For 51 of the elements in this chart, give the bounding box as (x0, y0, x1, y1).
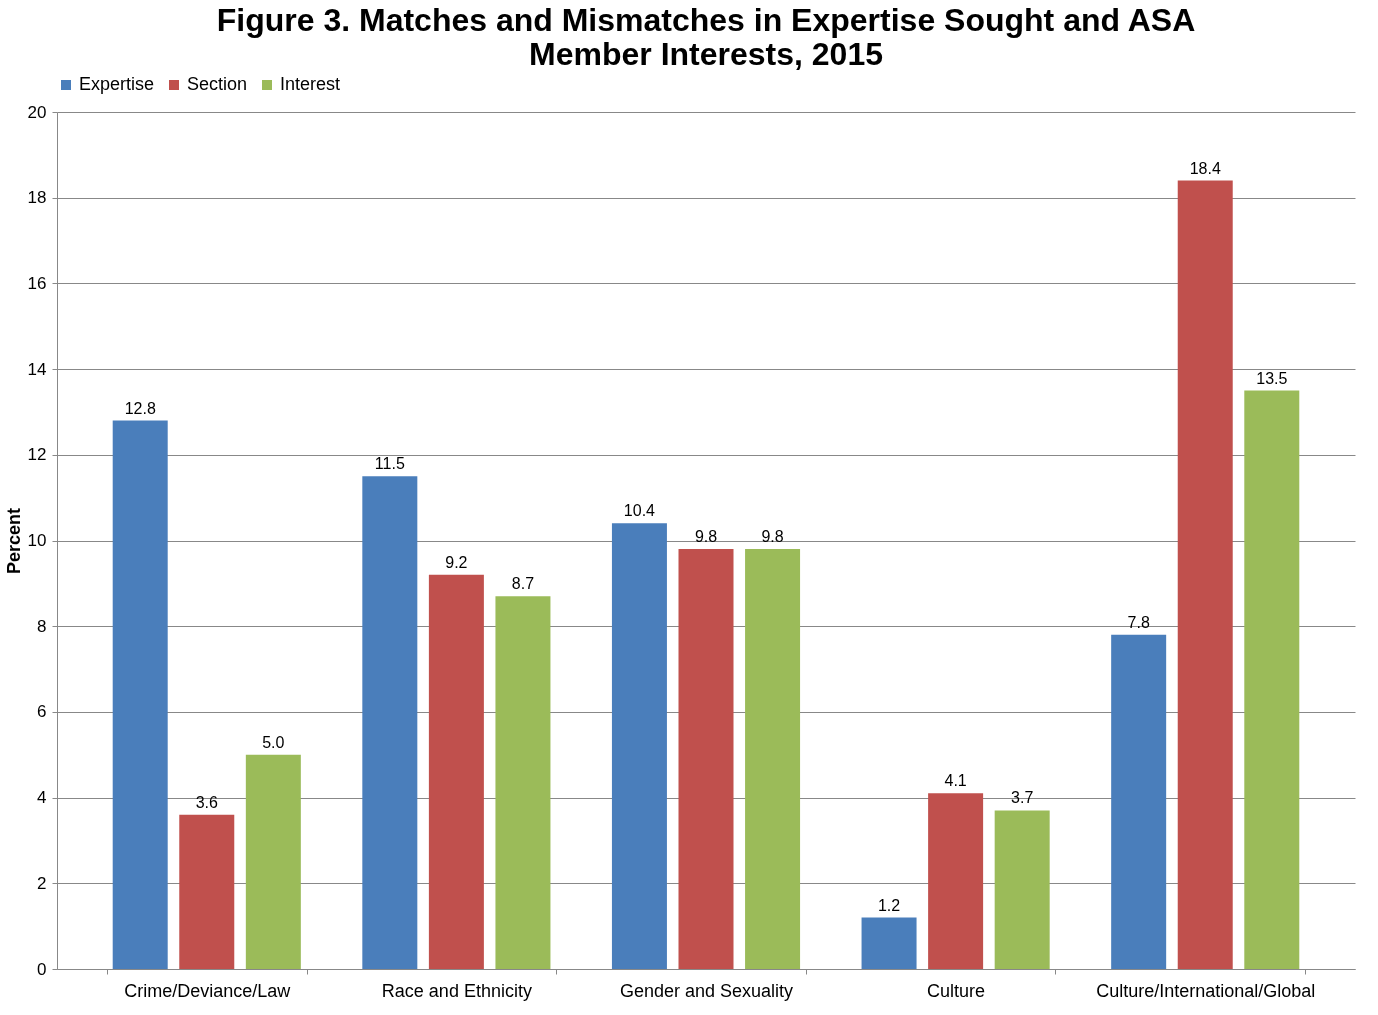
data-label: 9.8 (694, 528, 718, 546)
bar (611, 523, 667, 969)
data-label: 10.4 (623, 502, 656, 520)
data-label: 18.4 (1189, 159, 1221, 177)
data-label: 5.0 (262, 733, 285, 751)
bar (112, 420, 168, 969)
x-tick-label: Crime/Deviance/Law (124, 980, 292, 1001)
bar (1111, 634, 1167, 969)
x-tick-label: Culture/International/Global (1096, 980, 1316, 1001)
y-tick-label: 0 (37, 959, 47, 979)
data-label: 13.5 (1256, 369, 1288, 387)
data-label: 3.6 (195, 793, 218, 811)
data-label: 9.8 (761, 528, 784, 546)
y-axis-title: Percent (3, 507, 24, 575)
bar (1177, 180, 1233, 969)
data-label: 3.7 (1011, 789, 1034, 807)
y-tick-label: 20 (27, 102, 47, 122)
bar (179, 814, 235, 969)
y-tick-label: 12 (27, 445, 47, 465)
y-tick-label: 6 (37, 702, 47, 722)
data-label: 11.5 (374, 455, 405, 473)
legend-label: Interest (280, 74, 341, 94)
data-label: 4.1 (944, 772, 967, 790)
bar (362, 476, 418, 969)
bar (678, 549, 734, 969)
bar (861, 917, 917, 969)
x-tick-label: Gender and Sexuality (619, 980, 794, 1001)
data-label: 9.2 (445, 553, 468, 571)
x-tick-label: Race and Ethnicity (381, 980, 532, 1001)
y-tick-label: 2 (37, 873, 47, 893)
bar (428, 574, 484, 969)
y-tick-label: 18 (27, 188, 47, 208)
data-label: 8.7 (511, 575, 535, 593)
y-tick-label: 8 (37, 616, 47, 636)
bar (745, 549, 801, 969)
y-tick-label: 16 (27, 273, 47, 293)
bar (495, 596, 551, 969)
bar (245, 754, 301, 969)
bar (1244, 390, 1300, 969)
legend-label: Section (187, 74, 248, 94)
bar (928, 793, 984, 969)
data-label: 1.2 (877, 896, 901, 914)
text: Figure 3. Matches and Mismatches in Expertise Sought and ASA (216, 2, 1196, 38)
bar (994, 810, 1050, 969)
y-tick-label: 14 (27, 359, 47, 379)
legend-label: Expertise (79, 74, 155, 94)
x-tick-label: Culture (927, 980, 986, 1001)
y-tick-label: 4 (37, 788, 47, 808)
data-label: 12.8 (124, 399, 156, 417)
data-label: 7.8 (1127, 613, 1150, 631)
y-tick-label: 10 (27, 531, 47, 550)
